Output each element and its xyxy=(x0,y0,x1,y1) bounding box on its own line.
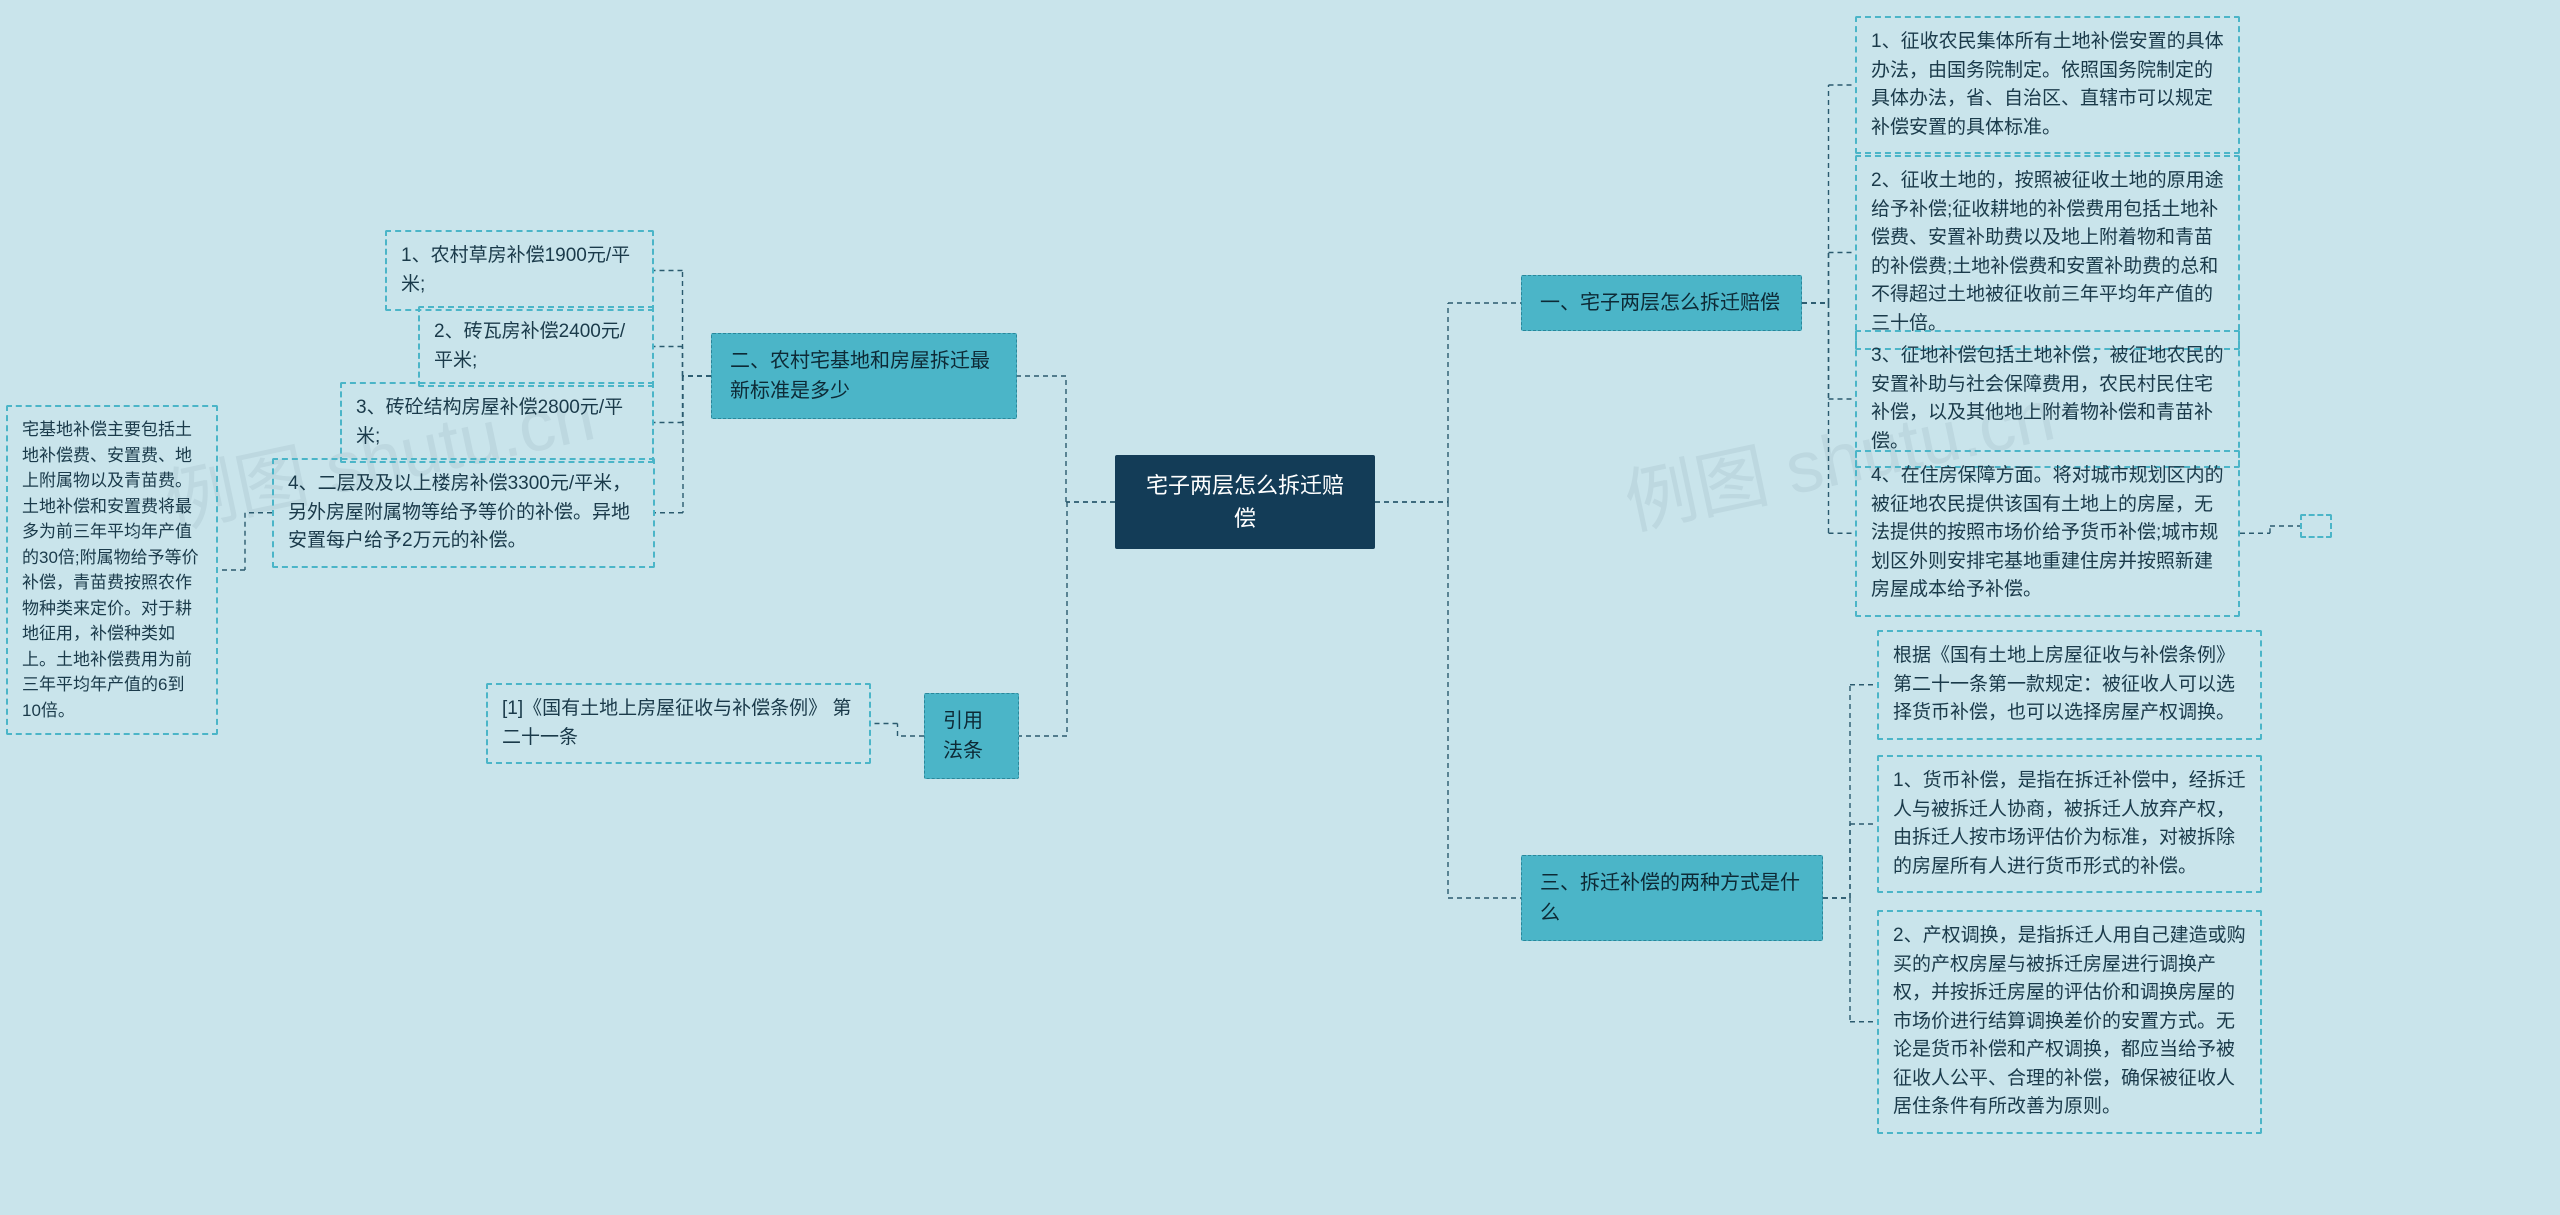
leaf-2-4-detail: 宅基地补偿主要包括土地补偿费、安置费、地上附属物以及青苗费。土地补偿和安置费将最… xyxy=(6,405,218,735)
leaf-1-1: 1、征收农民集体所有土地补偿安置的具体办法，由国务院制定。依照国务院制定的具体办… xyxy=(1855,16,2240,154)
leaf-3-2: 2、产权调换，是指拆迁人用自己建造或购买的产权房屋与被拆迁房屋进行调换产权，并按… xyxy=(1877,910,2262,1134)
branch-section-3: 三、拆迁补偿的两种方式是什么 xyxy=(1521,855,1823,941)
leaf-3-intro: 根据《国有土地上房屋征收与补偿条例》第二十一条第一款规定：被征收人可以选择货币补… xyxy=(1877,630,2262,740)
leaf-1-3: 3、征地补偿包括土地补偿，被征地农民的安置补助与社会保障费用，农民村民住宅补偿，… xyxy=(1855,330,2240,468)
leaf-ref-1: [1]《国有土地上房屋征收与补偿条例》 第二十一条 xyxy=(486,683,871,764)
branch-section-1: 一、宅子两层怎么拆迁赔偿 xyxy=(1521,275,1802,331)
leaf-2-4: 4、二层及及以上楼房补偿3300元/平米，另外房屋附属物等给予等价的补偿。异地安… xyxy=(272,458,655,568)
leaf-1-2: 2、征收土地的，按照被征收土地的原用途给予补偿;征收耕地的补偿费用包括土地补偿费… xyxy=(1855,155,2240,350)
branch-section-2: 二、农村宅基地和房屋拆迁最新标准是多少 xyxy=(711,333,1017,419)
mindmap-root: 宅子两层怎么拆迁赔偿 xyxy=(1115,455,1375,549)
leaf-2-2: 2、砖瓦房补偿2400元/平米; xyxy=(418,306,654,387)
leaf-1-4: 4、在住房保障方面。将对城市规划区内的被征地农民提供该国有土地上的房屋，无法提供… xyxy=(1855,450,2240,617)
branch-references: 引用法条 xyxy=(924,693,1019,779)
leaf-3-1: 1、货币补偿，是指在拆迁补偿中，经拆迁人与被拆迁人协商，被拆迁人放弃产权，由拆迁… xyxy=(1877,755,2262,893)
leaf-2-1: 1、农村草房补偿1900元/平米; xyxy=(385,230,654,311)
empty-child-node xyxy=(2300,514,2332,538)
leaf-2-3: 3、砖砼结构房屋补偿2800元/平米; xyxy=(340,382,654,463)
